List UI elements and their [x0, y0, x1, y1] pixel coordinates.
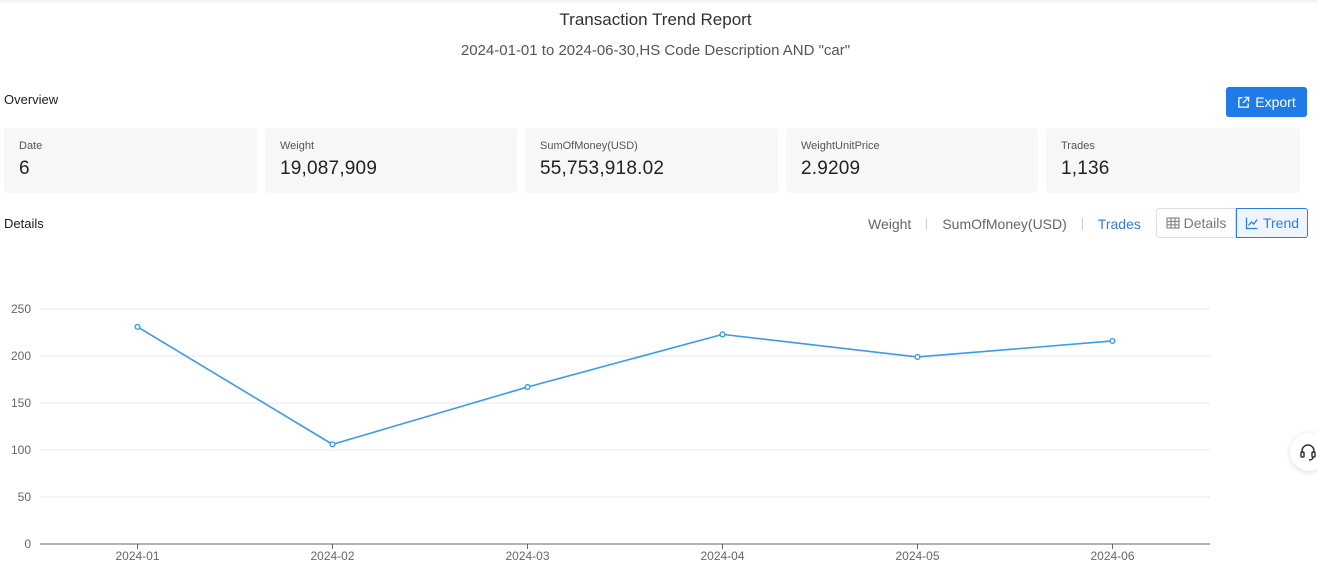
details-view-label: Details [1183, 215, 1227, 231]
tab-divider [1081, 218, 1083, 230]
card-value: 1,136 [1061, 158, 1110, 179]
data-point [329, 441, 336, 448]
overview-card-weight-unit-price: WeightUnitPrice 2.9209 [786, 128, 1038, 193]
export-label: Export [1255, 94, 1296, 110]
card-value: 2.9209 [801, 158, 861, 179]
headset-icon [1300, 444, 1316, 461]
data-point [1109, 337, 1116, 345]
card-label: Weight [280, 140, 315, 152]
trend-view-button[interactable]: Trend [1236, 208, 1308, 238]
view-toggle: Details Trend [1156, 208, 1308, 238]
top-bar [0, 0, 1317, 4]
metric-tabs: Weight SumOfMoney(USD) Trades [868, 214, 1141, 234]
overview-card-sum-of-money: SumOfMoney(USD) 55,753,918.02 [525, 128, 778, 193]
tab-sum-of-money[interactable]: SumOfMoney(USD) [942, 216, 1067, 232]
y-tick-label: 250 [11, 302, 31, 316]
x-tick-label: 2024-05 [895, 549, 939, 563]
external-link-icon [1238, 96, 1250, 108]
card-label: SumOfMoney(USD) [540, 140, 638, 152]
report-title: Transaction Trend Report [559, 10, 752, 29]
data-point [134, 323, 141, 330]
data-point [524, 383, 531, 391]
card-label: WeightUnitPrice [801, 140, 880, 152]
x-tick-label: 2024-02 [310, 549, 354, 563]
report-subtitle: 2024-01-01 to 2024-06-30,HS Code Descrip… [460, 42, 851, 59]
overview-heading: Overview [4, 92, 59, 107]
overview-card-weight: Weight 19,087,909 [265, 128, 517, 193]
y-tick-label: 50 [18, 490, 32, 504]
tab-divider [926, 218, 928, 230]
trades-series-line [137, 326, 1113, 446]
card-value: 6 [19, 158, 30, 179]
data-point [719, 331, 726, 338]
card-value: 19,087,909 [280, 158, 378, 179]
data-point [914, 353, 921, 361]
card-label: Date [19, 140, 43, 152]
tab-trades[interactable]: Trades [1097, 216, 1141, 232]
table-icon [1165, 217, 1180, 229]
x-tick-label: 2024-04 [700, 549, 744, 563]
trades-trend-chart: 0 50 100 150 200 250 2024-01 2024-02 2024-03 2024… [11, 302, 1210, 563]
y-tick-label: 150 [11, 396, 31, 410]
details-heading: Details [4, 216, 44, 231]
customer-support-button[interactable] [1290, 433, 1317, 471]
export-button[interactable]: Export [1226, 87, 1307, 117]
overview-card-trades: Trades 1,136 [1046, 128, 1300, 193]
line-chart-icon [1245, 217, 1258, 230]
trend-view-label: Trend [1262, 215, 1300, 231]
card-label: Trades [1061, 140, 1095, 152]
y-tick-label: 200 [11, 349, 31, 363]
card-value: 55,753,918.02 [540, 158, 665, 179]
y-tick-label: 0 [24, 537, 31, 551]
overview-card-date: Date 6 [4, 128, 257, 193]
tab-weight[interactable]: Weight [868, 216, 912, 232]
x-tick-label: 2024-03 [505, 549, 549, 563]
x-tick-label: 2024-06 [1090, 549, 1134, 563]
details-view-button[interactable]: Details [1156, 208, 1236, 238]
y-tick-label: 100 [11, 443, 31, 457]
x-tick-label: 2024-01 [115, 549, 159, 563]
